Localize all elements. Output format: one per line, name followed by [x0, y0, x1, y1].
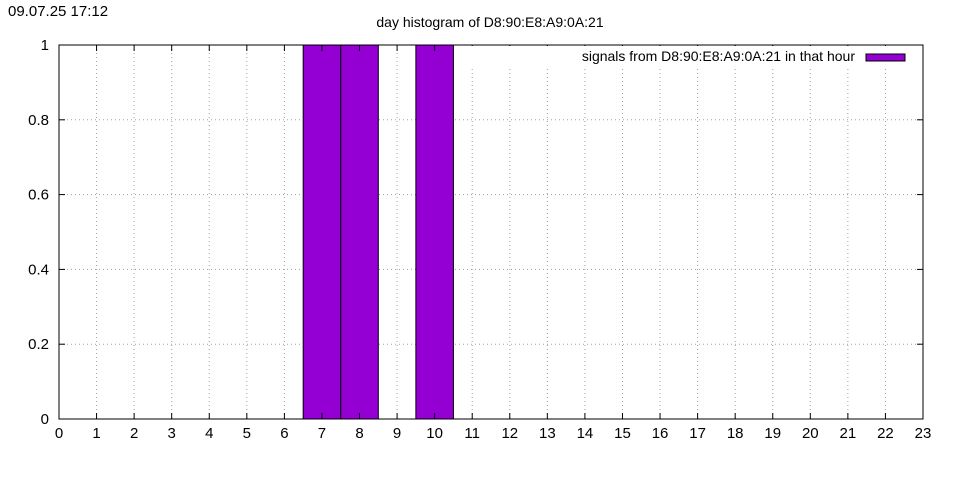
bar-hour-7: [302, 44, 342, 420]
y-tick-label: 0.8: [28, 112, 49, 129]
y-axis: 0 0.2 0.4 0.6 0.8 1: [28, 37, 923, 428]
y-tick-label: 0: [41, 411, 49, 428]
y-tick-label: 0.2: [28, 336, 49, 353]
x-tick-label: 17: [689, 425, 706, 442]
x-tick-label: 19: [764, 425, 781, 442]
x-axis: 0 1 2 3 4 5 6 7 8 9 10 11 12 13 14 15 16 17 18 19 20 21 22 23: [55, 45, 932, 442]
grid-lines: [59, 45, 923, 419]
bar-hour-8: [340, 44, 379, 420]
x-tick-label: 16: [652, 425, 669, 442]
x-tick-label: 8: [355, 425, 363, 442]
legend-swatch: [865, 53, 906, 62]
x-tick-label: 20: [802, 425, 819, 442]
y-tick-label: 0.4: [28, 261, 49, 278]
x-tick-label: 23: [915, 425, 932, 442]
x-tick-label: 15: [614, 425, 631, 442]
x-tick-label: 11: [464, 425, 480, 442]
x-tick-label: 6: [280, 425, 288, 442]
legend-background: [470, 46, 922, 66]
x-tick-label: 13: [539, 425, 556, 442]
legend-label: signals from D8:90:E8:A9:0A:21 in that h…: [582, 48, 855, 64]
x-tick-label: 1: [92, 425, 100, 442]
y-tick-label: 1: [41, 37, 49, 54]
bar-hour-10: [415, 44, 454, 420]
x-tick-label: 10: [426, 425, 443, 442]
x-tick-label: 4: [205, 425, 213, 442]
x-tick-label: 7: [318, 425, 326, 442]
y-tick-label: 0.6: [28, 187, 49, 204]
x-tick-label: 21: [840, 425, 857, 442]
x-tick-label: 5: [243, 425, 251, 442]
x-tick-label: 14: [577, 425, 594, 442]
x-tick-label: 3: [168, 425, 176, 442]
legend: signals from D8:90:E8:A9:0A:21 in that h…: [470, 46, 922, 66]
bars: [302, 44, 454, 420]
x-tick-label: 22: [877, 425, 894, 442]
x-tick-label: 0: [55, 425, 63, 442]
x-tick-label: 12: [501, 425, 518, 442]
plot-frame: [58, 44, 924, 420]
x-tick-label: 9: [393, 425, 401, 442]
chart-title: day histogram of D8:90:E8:A9:0A:21: [376, 14, 603, 30]
x-tick-label: 2: [130, 425, 138, 442]
x-tick-label: 18: [727, 425, 744, 442]
timestamp: 09.07.25 17:12: [8, 3, 109, 20]
